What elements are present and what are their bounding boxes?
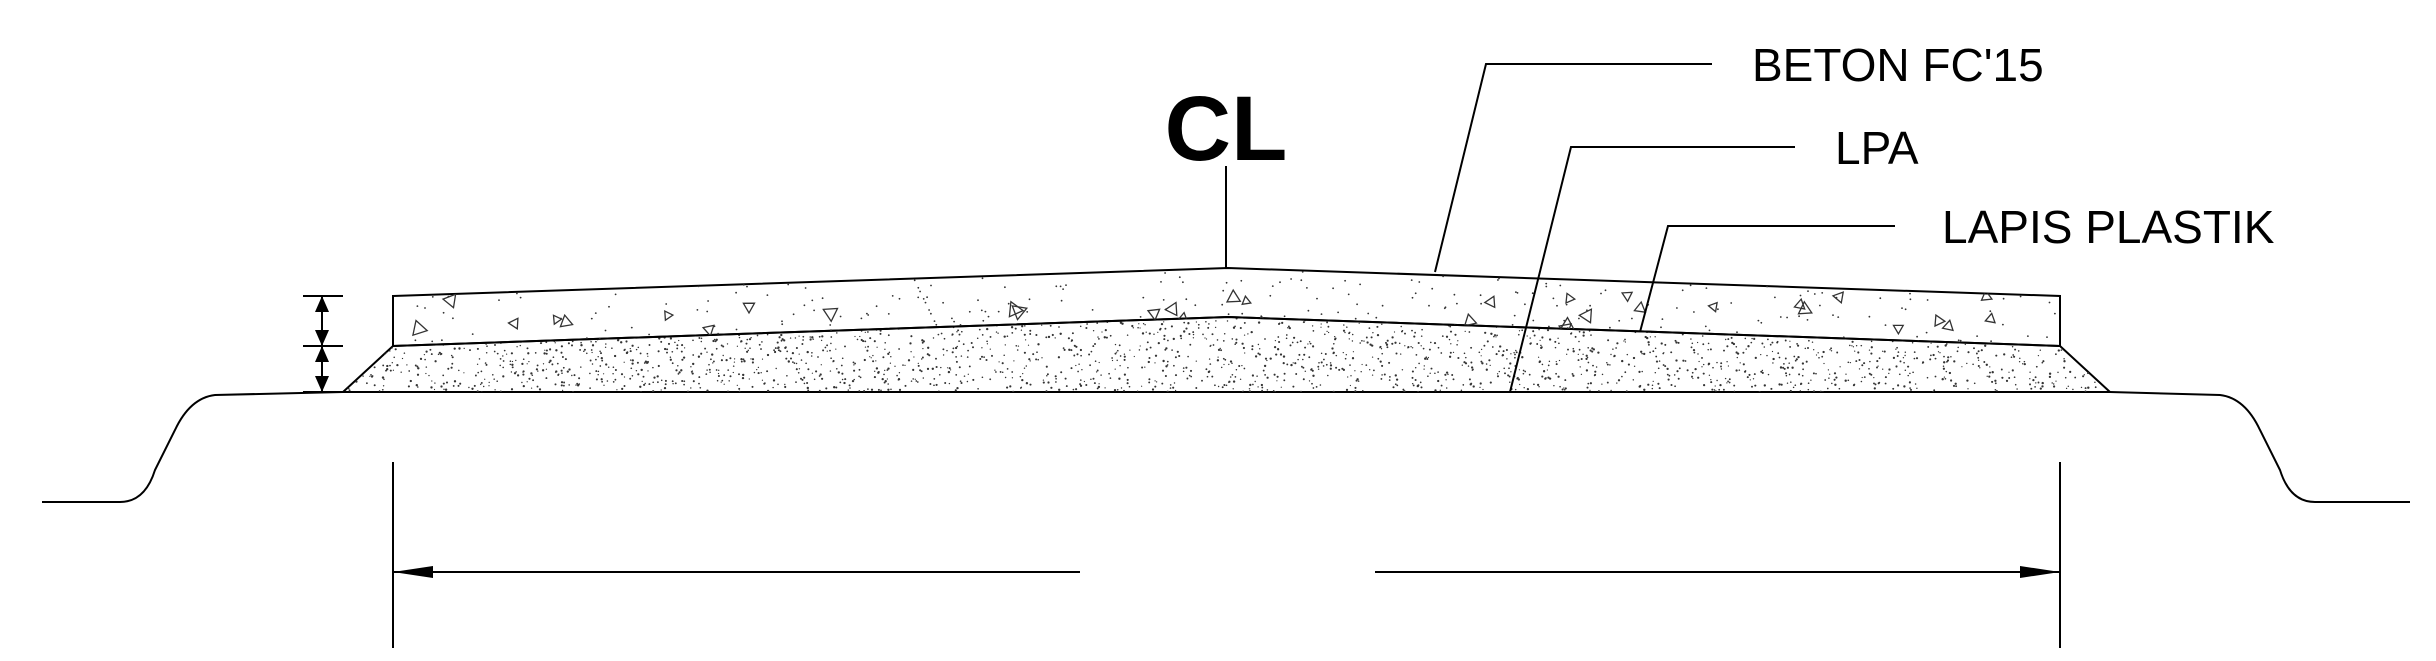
centerline-marker: CL: [1165, 78, 1288, 268]
arrowhead-icon: [315, 376, 329, 392]
callout-plastic-layer: LAPIS PLASTIK: [1639, 201, 2275, 333]
lpa-stipple-hatch: [343, 317, 2110, 392]
thickness-dimension: [303, 295, 343, 393]
width-dimension: [392, 462, 2061, 648]
arrowhead-icon: [315, 346, 329, 362]
leader-line: [1434, 63, 1712, 273]
leader-line: [1639, 225, 1895, 333]
centerline-label: CL: [1165, 78, 1288, 180]
arrowhead-icon: [315, 330, 329, 346]
concrete-aggregate-hatch: [412, 268, 2060, 346]
callout-concrete: BETON FC'15: [1434, 39, 2044, 273]
ground-line: [42, 391, 2410, 503]
callout-concrete-label: BETON FC'15: [1752, 39, 2044, 91]
leader-line: [1509, 146, 1795, 393]
arrowhead-icon: [2020, 566, 2060, 578]
arrowhead-icon: [393, 566, 433, 578]
lpa-layer: [340, 315, 2113, 393]
concrete-slab-layer: [392, 266, 2061, 348]
arrowhead-icon: [315, 296, 329, 312]
callout-base-course: LPA: [1509, 122, 1919, 393]
callout-base-course-label: LPA: [1835, 122, 1919, 174]
callout-plastic-layer-label: LAPIS PLASTIK: [1942, 201, 2275, 253]
